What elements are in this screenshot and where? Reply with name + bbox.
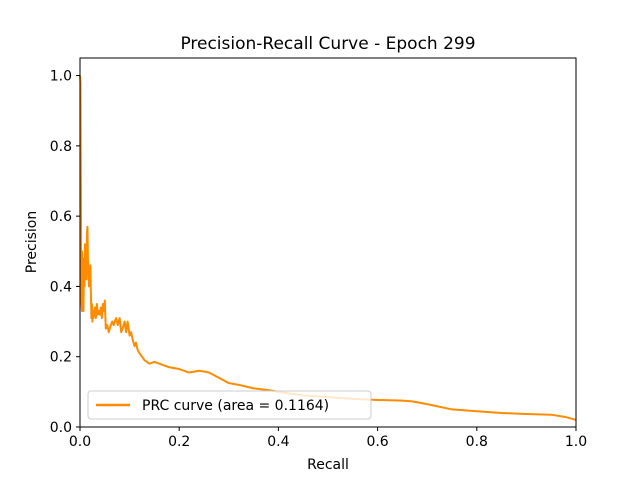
- plot-area: [79, 75, 577, 421]
- x-tick-label: 0.2: [168, 434, 190, 450]
- y-axis-label: Precision: [24, 211, 40, 273]
- y-tick-label: 0.2: [50, 350, 72, 366]
- axis-ticks: 0.0 0.2 0.4 0.6 0.8 1.0 0.0 0.2 0.4 0.6 0.8 1.0: [50, 69, 587, 450]
- y-tick-label: 1.0: [50, 69, 72, 85]
- y-tick-label: 0.8: [50, 139, 72, 155]
- x-tick-label: 1.0: [565, 434, 587, 450]
- x-tick-label: 0.4: [267, 434, 289, 450]
- series-line-0: [79, 75, 577, 421]
- y-tick-label: 0.4: [50, 279, 72, 295]
- axes-frame: [79, 57, 577, 428]
- x-tick-label: 0.0: [69, 434, 91, 450]
- x-tick-label: 0.8: [466, 434, 488, 450]
- y-tick-label: 0.0: [50, 420, 72, 436]
- legend-label: PRC curve (area = 0.1164): [142, 398, 329, 414]
- legend-box: [87, 390, 372, 420]
- x-axis-label: Recall: [307, 457, 349, 473]
- y-tick-label: 0.6: [50, 209, 72, 225]
- legend: PRC curve (area = 0.1164): [87, 390, 372, 420]
- x-tick-label: 0.6: [366, 434, 388, 450]
- chart-title: Precision-Recall Curve - Epoch 299: [180, 34, 475, 54]
